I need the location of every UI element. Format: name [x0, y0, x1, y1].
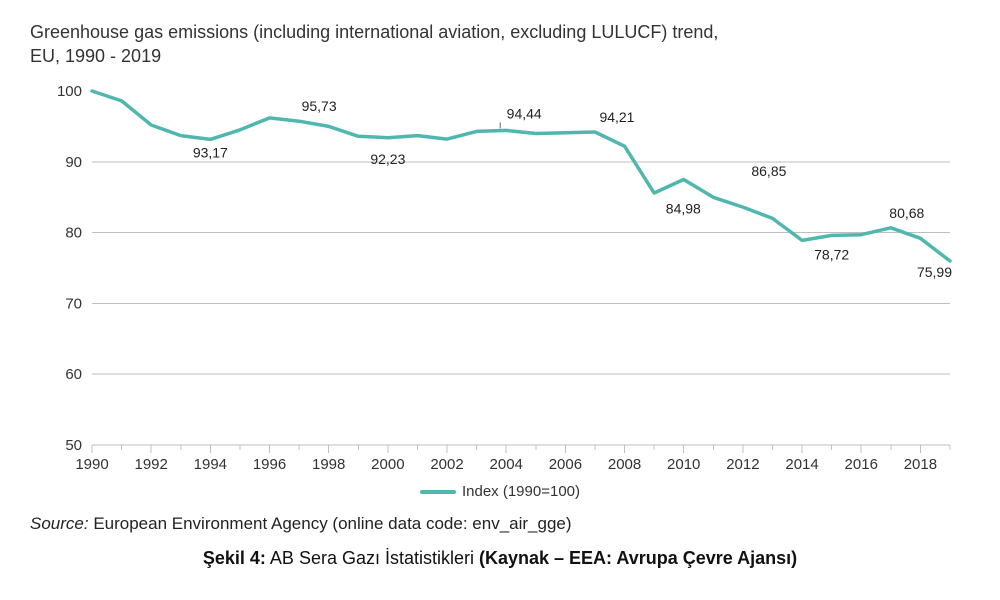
svg-text:60: 60	[65, 366, 82, 383]
chart-legend: Index (1990=100)	[30, 483, 970, 500]
source-line: Source: European Environment Agency (onl…	[30, 514, 970, 534]
svg-text:1992: 1992	[134, 456, 167, 473]
svg-text:78,72: 78,72	[814, 246, 849, 262]
svg-text:86,85: 86,85	[751, 163, 786, 179]
figure-caption: Şekil 4: AB Sera Gazı İstatistikleri (Ka…	[30, 548, 970, 569]
chart-title: Greenhouse gas emissions (including inte…	[30, 20, 750, 69]
svg-text:95,73: 95,73	[302, 98, 337, 114]
svg-text:75,99: 75,99	[917, 264, 952, 280]
svg-text:50: 50	[65, 437, 82, 454]
line-chart-svg: 50 60 70 80 90 100 1990 1992 1994 1996 1998 2000 200…	[30, 81, 970, 481]
svg-text:1996: 1996	[253, 456, 286, 473]
legend-swatch	[420, 490, 456, 494]
legend-label: Index (1990=100)	[462, 483, 580, 500]
svg-text:70: 70	[65, 295, 82, 312]
svg-text:80,68: 80,68	[889, 204, 924, 220]
svg-text:1994: 1994	[194, 456, 227, 473]
svg-text:92,23: 92,23	[370, 151, 405, 167]
svg-text:100: 100	[57, 83, 82, 100]
svg-text:2006: 2006	[549, 456, 582, 473]
caption-middle: AB Sera Gazı İstatistikleri	[266, 548, 479, 568]
chart-area: 50 60 70 80 90 100 1990 1992 1994 1996 1998 2000 200…	[30, 81, 970, 481]
caption-bold-suffix: (Kaynak – EEA: Avrupa Çevre Ajansı)	[479, 548, 797, 568]
svg-text:93,17: 93,17	[193, 144, 228, 160]
svg-text:94,44: 94,44	[507, 105, 542, 121]
svg-text:2014: 2014	[785, 456, 818, 473]
svg-text:2000: 2000	[371, 456, 404, 473]
svg-text:2002: 2002	[430, 456, 463, 473]
svg-text:2004: 2004	[490, 456, 523, 473]
source-prefix: Source:	[30, 514, 89, 533]
svg-text:2012: 2012	[726, 456, 759, 473]
svg-text:2010: 2010	[667, 456, 700, 473]
svg-text:1998: 1998	[312, 456, 345, 473]
svg-text:1990: 1990	[75, 456, 108, 473]
svg-text:2008: 2008	[608, 456, 641, 473]
svg-text:84,98: 84,98	[666, 200, 701, 216]
svg-text:94,21: 94,21	[599, 109, 634, 125]
caption-bold-prefix: Şekil 4:	[203, 548, 266, 568]
svg-text:2016: 2016	[845, 456, 878, 473]
source-text: European Environment Agency (online data…	[89, 514, 572, 533]
svg-text:90: 90	[65, 153, 82, 170]
svg-text:2018: 2018	[904, 456, 937, 473]
svg-text:80: 80	[65, 224, 82, 241]
